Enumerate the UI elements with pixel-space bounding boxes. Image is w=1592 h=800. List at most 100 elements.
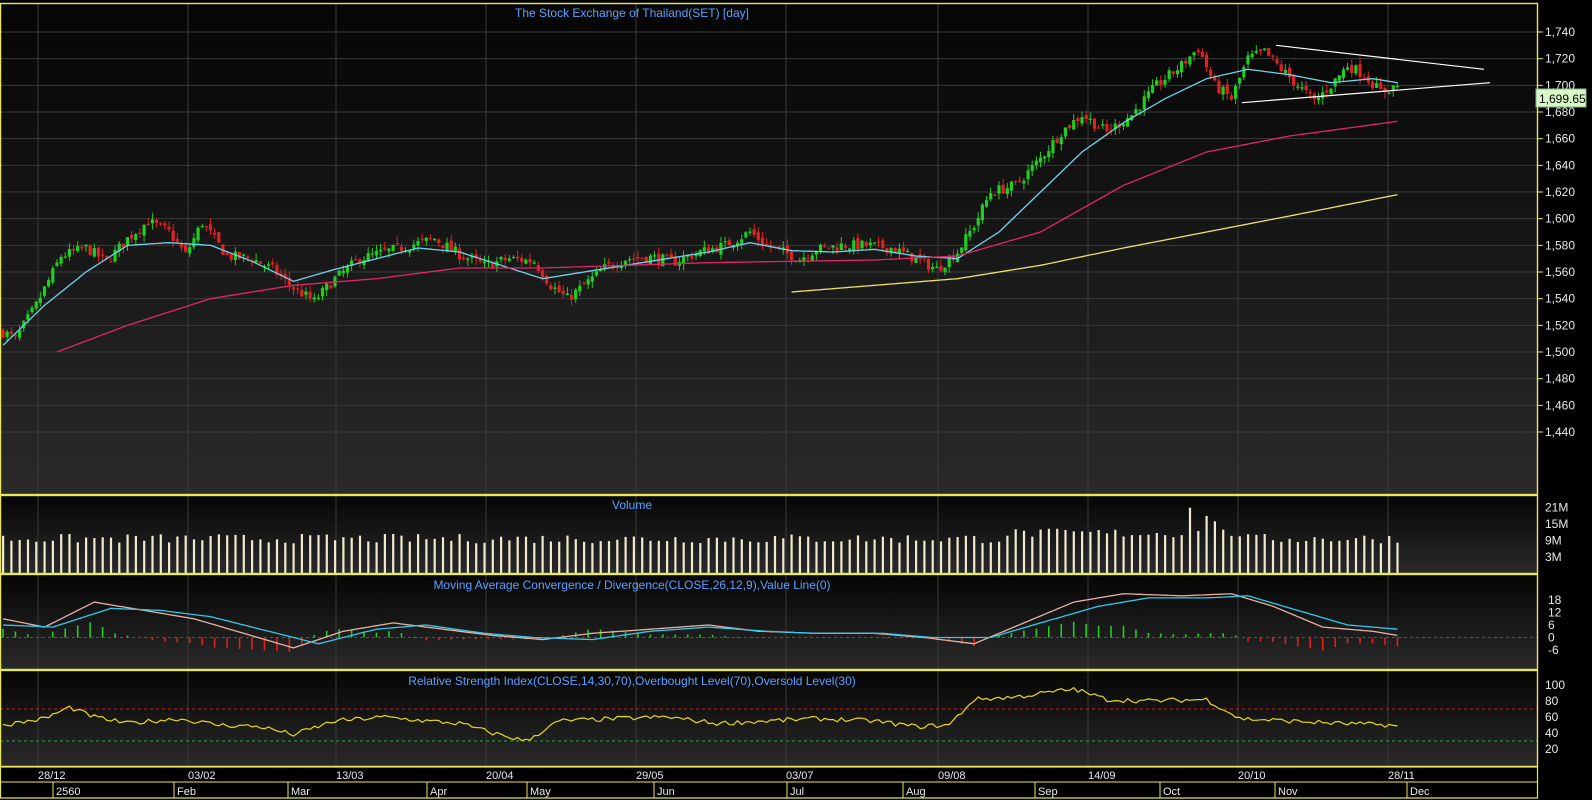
volume-bar — [616, 539, 619, 574]
candle-body — [984, 199, 989, 207]
volume-tick-label: 3M — [1545, 550, 1562, 564]
moving-average-long — [791, 194, 1398, 293]
candle-body — [453, 246, 457, 252]
volume-bar — [76, 542, 79, 574]
volume-bar — [1354, 538, 1358, 574]
month-label: 2560 — [56, 786, 80, 798]
candle-body — [146, 223, 150, 226]
candle-body — [1209, 69, 1213, 77]
volume-bar — [948, 537, 951, 574]
macd-tick-label: 12 — [1548, 606, 1562, 620]
candle-body — [482, 261, 486, 264]
volume-bar — [749, 541, 752, 574]
price-tick-label: 1,460 — [1545, 398, 1575, 412]
candle-body — [1304, 85, 1308, 91]
volume-bar — [500, 536, 503, 574]
volume-bar — [865, 541, 868, 574]
candle-body — [445, 242, 449, 251]
candle-body — [1329, 88, 1333, 94]
price-panel-frame — [0, 2, 1539, 496]
candle-body — [457, 248, 462, 260]
candle-body — [217, 232, 221, 243]
candle-body — [1142, 96, 1146, 110]
candle-body — [860, 240, 864, 249]
candle-body — [1267, 47, 1271, 56]
volume-bar — [1081, 531, 1084, 574]
candle-body — [109, 261, 113, 263]
candle-body — [1121, 124, 1126, 127]
volume-bar — [1321, 538, 1324, 574]
price-tick-label: 1,660 — [1545, 132, 1575, 146]
volume-bar — [1031, 536, 1034, 574]
candle-body — [706, 247, 711, 254]
date-label-top: 13/03 — [336, 770, 364, 782]
candle-body — [1059, 137, 1063, 145]
candle-body — [1163, 80, 1167, 85]
candle-body — [416, 240, 420, 246]
candle-body — [283, 274, 287, 279]
volume-bar — [334, 540, 337, 574]
candle-body — [387, 248, 391, 252]
candle-body — [1225, 84, 1229, 95]
volume-bar — [259, 539, 262, 574]
vol-panel-frame — [0, 494, 1539, 575]
candle-body — [993, 194, 997, 197]
volume-bar — [60, 534, 63, 574]
volume-bar — [881, 536, 884, 574]
candle-body — [756, 232, 760, 241]
chart-labels: The Stock Exchange of Thailand(SET) [day… — [38, 6, 1575, 798]
volume-bar — [583, 541, 586, 574]
volume-bar — [1172, 537, 1175, 574]
volume-bar — [151, 535, 154, 574]
candle-body — [503, 257, 507, 261]
volume-bar — [832, 541, 835, 574]
candle-body — [901, 247, 906, 252]
candle-body — [1383, 88, 1387, 93]
volume-bar — [632, 536, 635, 574]
volume-bar — [292, 543, 295, 574]
candle-body — [935, 266, 939, 269]
candle-body — [839, 243, 843, 250]
month-label: Jun — [657, 786, 675, 798]
vol-panel-bg — [0, 495, 1538, 574]
candle-body — [142, 224, 146, 236]
volume-bar — [782, 538, 785, 574]
volume-bar — [591, 543, 594, 574]
volume-bar — [1271, 540, 1275, 574]
volume-bar — [1188, 507, 1192, 574]
volume-bar — [242, 534, 245, 574]
macd-line — [2, 593, 1398, 649]
candle-body — [1047, 151, 1051, 158]
candle-body — [989, 193, 993, 200]
volume-bar — [126, 534, 129, 574]
candle-body — [316, 297, 320, 300]
candle-body — [408, 250, 412, 253]
volume-bar — [458, 534, 461, 574]
volume-bar — [392, 534, 395, 574]
macd-tick-label: 18 — [1548, 593, 1562, 607]
candle-body — [1113, 123, 1117, 130]
volume-bar — [18, 540, 21, 574]
candle-body — [55, 262, 59, 266]
candle-body — [76, 245, 80, 252]
candle-body — [557, 285, 561, 293]
candle-body — [877, 241, 881, 243]
volume-bar — [118, 542, 121, 574]
volume-bar — [184, 535, 187, 574]
candle-body — [802, 257, 806, 261]
candle-body — [92, 248, 96, 257]
candle-body — [1146, 91, 1150, 99]
candle-body — [196, 227, 200, 241]
candle-body — [71, 248, 76, 251]
candle-body — [723, 241, 727, 243]
candle-body — [267, 264, 271, 266]
candle-body — [702, 247, 706, 252]
volume-bar — [367, 541, 370, 574]
candle-body — [358, 259, 362, 264]
volume-bar — [450, 540, 453, 574]
volume-bar — [939, 541, 943, 574]
candle-body — [1350, 64, 1354, 73]
volume-bar — [226, 535, 229, 574]
